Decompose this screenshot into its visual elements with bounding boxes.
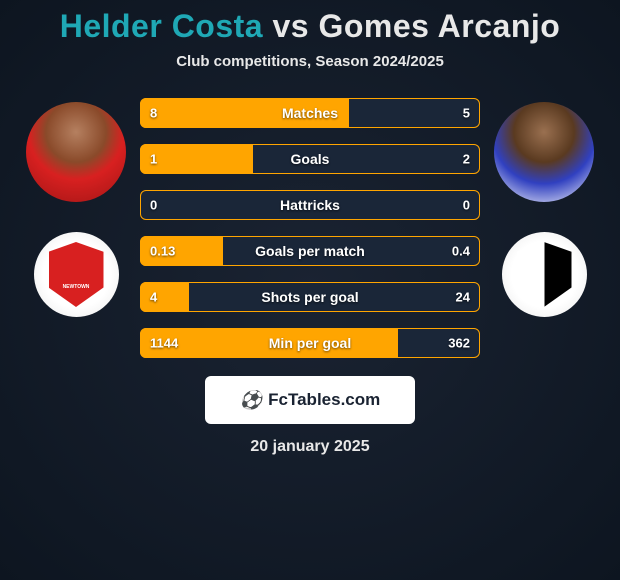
stat-value-left: 8 bbox=[150, 106, 157, 121]
stat-value-right: 0 bbox=[463, 198, 470, 213]
stat-row: Matches 8 5 bbox=[140, 98, 480, 128]
player2-club-badge bbox=[502, 232, 587, 317]
stat-row: Min per goal 1144 362 bbox=[140, 328, 480, 358]
player1-name: Helder Costa bbox=[60, 8, 263, 44]
stat-value-right: 362 bbox=[448, 336, 470, 351]
stat-value-right: 5 bbox=[463, 106, 470, 121]
stat-bars: Matches 8 5 Goals 1 2 Hattricks 0 0 Goals per mat… bbox=[140, 98, 480, 358]
stat-value-right: 0.4 bbox=[452, 244, 470, 259]
stat-value-right: 24 bbox=[456, 290, 470, 305]
stat-label: Matches bbox=[282, 105, 338, 121]
player2-avatar bbox=[494, 102, 594, 202]
stat-label: Hattricks bbox=[280, 197, 340, 213]
stat-value-left: 1 bbox=[150, 152, 157, 167]
stat-value-left: 4 bbox=[150, 290, 157, 305]
player2-name: Gomes Arcanjo bbox=[318, 8, 560, 44]
footer-date: 20 january 2025 bbox=[0, 438, 620, 456]
vs-label: vs bbox=[272, 8, 309, 44]
stat-row: Goals per match 0.13 0.4 bbox=[140, 236, 480, 266]
stat-label: Goals bbox=[291, 151, 330, 167]
stat-row: Shots per goal 4 24 bbox=[140, 282, 480, 312]
brand-logo: ⚽ FcTables.com bbox=[205, 376, 415, 424]
comparison-content: Matches 8 5 Goals 1 2 Hattricks 0 0 Goals per mat… bbox=[0, 98, 620, 358]
stat-label: Goals per match bbox=[255, 243, 365, 259]
brand-text: FcTables.com bbox=[268, 390, 380, 410]
subtitle: Club competitions, Season 2024/2025 bbox=[0, 53, 620, 70]
player1-avatar bbox=[26, 102, 126, 202]
stat-row: Goals 1 2 bbox=[140, 144, 480, 174]
right-side bbox=[494, 98, 594, 317]
brand-icon: ⚽ bbox=[240, 390, 262, 411]
player1-club-badge bbox=[34, 232, 119, 317]
stat-value-left: 0.13 bbox=[150, 244, 175, 259]
stat-value-left: 1144 bbox=[150, 336, 178, 351]
left-side bbox=[26, 98, 126, 317]
page-title: Helder Costa vs Gomes Arcanjo bbox=[0, 0, 620, 45]
stat-label: Min per goal bbox=[269, 335, 351, 351]
stat-label: Shots per goal bbox=[261, 289, 358, 305]
stat-row: Hattricks 0 0 bbox=[140, 190, 480, 220]
stat-value-left: 0 bbox=[150, 198, 157, 213]
stat-value-right: 2 bbox=[463, 152, 470, 167]
